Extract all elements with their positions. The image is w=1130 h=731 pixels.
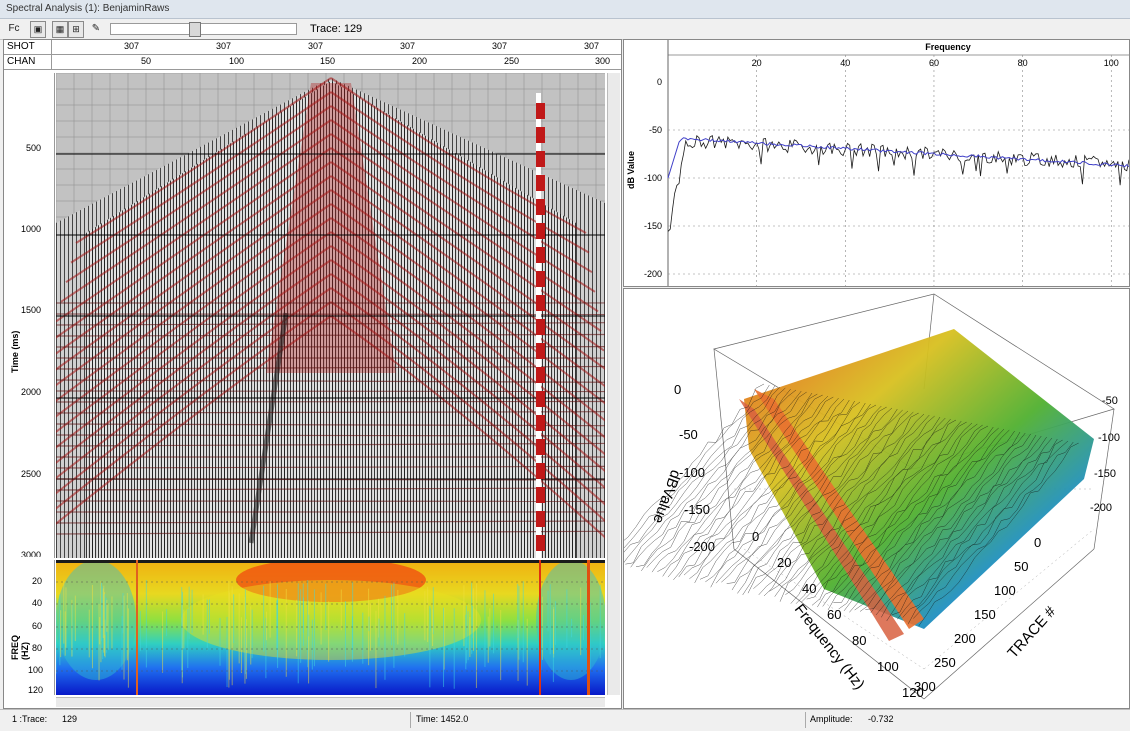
chan-value: 300: [595, 56, 610, 66]
surface-right-tick: -150: [1094, 468, 1116, 480]
freq-tick: 120: [28, 685, 43, 695]
shot-value: 307: [584, 41, 599, 51]
shot-value: 307: [400, 41, 415, 51]
surface-z-tick: -150: [684, 502, 710, 517]
surface-y-tick: 50: [1014, 559, 1028, 574]
shot-value: 307: [216, 41, 231, 51]
freq-axis: FREQ (HZ) 20 40 60 80 100 120: [4, 560, 55, 695]
surface-y-title: TRACE #: [1004, 603, 1059, 662]
shot-label: SHOT: [7, 41, 35, 52]
display-icon[interactable]: ✎: [88, 21, 104, 36]
time-tick: 1500: [21, 305, 41, 315]
trace-readout: Trace: 129: [310, 23, 362, 35]
time-tick: 2000: [21, 387, 41, 397]
surface-y-tick: 100: [994, 583, 1016, 598]
amplitude-spectrum-panel: Frequency 20 40 60 80 100 0 -50 -100 -150 -200 d…: [623, 39, 1130, 287]
chan-value: 250: [504, 56, 519, 66]
spectrum-y-tick: -100: [644, 173, 662, 183]
zoom-icon[interactable]: ⊞: [68, 21, 84, 38]
trace-slider[interactable]: [110, 23, 297, 35]
surface-z-tick: -50: [679, 427, 698, 442]
spectrum-x-tick: 60: [929, 58, 939, 68]
freq-tick: 20: [32, 576, 42, 586]
shot-value: 307: [308, 41, 323, 51]
time-axis-label: Time (ms): [10, 331, 20, 373]
chan-value: 50: [141, 56, 151, 66]
time-axis: Time (ms) 500 1000 1500 2000 2500 3000: [4, 73, 55, 558]
surface-y-tick: 250: [934, 655, 956, 670]
status-amplitude-value: -0.732: [868, 714, 894, 724]
shot-header-row: SHOT 307 307 307 307 307 307: [4, 40, 621, 55]
surface-z-tick: -200: [689, 539, 715, 554]
chan-value: 200: [412, 56, 427, 66]
surface-right-tick: -200: [1090, 502, 1112, 514]
spectrum-y-title: dB Value: [626, 151, 636, 189]
time-tick: 1000: [21, 224, 41, 234]
status-time: Time: 1452.0: [416, 714, 468, 724]
status-amplitude-label: Amplitude:: [810, 714, 853, 724]
surface-y-tick: 0: [1034, 535, 1041, 550]
vertical-scrollbar[interactable]: [607, 73, 620, 695]
time-tick: 500: [26, 143, 41, 153]
surface-z-tick: 0: [674, 382, 681, 397]
status-bar: 1 :Trace: 129 Time: 1452.0 Amplitude: -0…: [0, 709, 1130, 731]
surface-x-tick: 20: [777, 555, 791, 570]
time-tick-partial: 3000: [21, 550, 41, 557]
chan-value: 150: [320, 56, 335, 66]
frequency-spectrogram[interactable]: [56, 560, 605, 695]
freq-tick: 40: [32, 598, 42, 608]
fc-button[interactable]: Fc: [6, 21, 22, 36]
chan-value: 100: [229, 56, 244, 66]
window-title: Spectral Analysis (1): BenjaminRaws: [6, 3, 169, 14]
grid-icon[interactable]: ▦: [52, 21, 68, 38]
time-tick: 2500: [21, 469, 41, 479]
title-bar: Spectral Analysis (1): BenjaminRaws: [0, 0, 1130, 19]
chan-header-row: CHAN 50 100 150 200 250 300: [4, 55, 621, 70]
freq-axis-label: FREQ (HZ): [10, 616, 30, 660]
surface-right-tick: -100: [1098, 432, 1120, 444]
chan-label: CHAN: [7, 56, 35, 67]
spectrum-y-tick: 0: [657, 77, 662, 87]
slider-thumb[interactable]: [189, 22, 201, 37]
shot-value: 307: [492, 41, 507, 51]
spectrum-x-tick: 80: [1018, 58, 1028, 68]
save-icon[interactable]: ▣: [30, 21, 46, 38]
shot-value: 307: [124, 41, 139, 51]
status-trace-label: 1 :Trace:: [12, 714, 47, 724]
surface-x-tick: 0: [752, 529, 759, 544]
surface-right-tick: -50: [1102, 395, 1118, 407]
spectrum-x-tick: 100: [1104, 58, 1119, 68]
surface-y-tick: 150: [974, 607, 996, 622]
spectrum-y-tick: -200: [644, 269, 662, 279]
surface-x-tick: 40: [802, 581, 816, 596]
freq-tick: 80: [32, 643, 42, 653]
surface-x-tick: 80: [852, 633, 866, 648]
spectrum-y-tick: -150: [644, 221, 662, 231]
status-trace-value: 129: [62, 714, 77, 724]
freq-tick: 100: [28, 665, 43, 675]
surface-x-tick: 100: [877, 659, 899, 674]
surface-z-title: dBValue: [649, 468, 684, 526]
toolbar: Fc ▣ ▦ ⊞ ✎ Trace: 129: [0, 19, 1130, 40]
horizontal-scrollbar[interactable]: [56, 697, 605, 707]
spectrum-x-tick: 20: [752, 58, 762, 68]
freq-tick: 60: [32, 621, 42, 631]
seismic-section[interactable]: [56, 73, 605, 558]
spectrum-x-tick: 40: [840, 58, 850, 68]
spectrum-x-title: Frequency: [925, 42, 971, 52]
surface-x-tick: 60: [827, 607, 841, 622]
seismic-panel: SHOT 307 307 307 307 307 307 CHAN 50 100…: [3, 39, 622, 709]
surface-y-tick: 300: [914, 679, 936, 694]
spectrum-y-tick: -50: [649, 125, 662, 135]
surface-y-tick: 200: [954, 631, 976, 646]
